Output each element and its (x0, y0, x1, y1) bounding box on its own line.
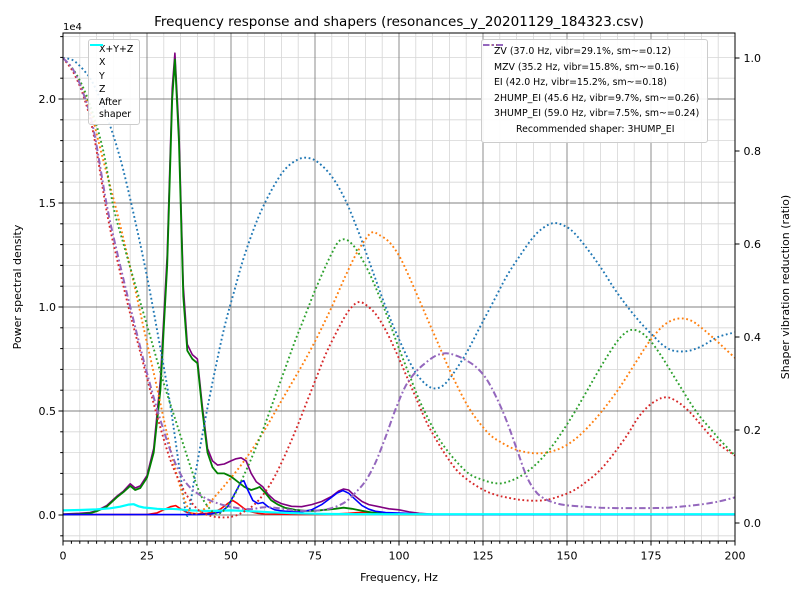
y-right-tick-label: 0.8 (744, 145, 762, 158)
legend-item-label: MZV (35.2 Hz, vibr=15.8%, sm~=0.16) (494, 61, 680, 73)
x-tick-label: 75 (308, 550, 322, 563)
legend-item-label: 2HUMP_EI (45.6 Hz, vibr=9.7%, sm~=0.26) (494, 92, 700, 104)
x-tick-label: 25 (140, 550, 154, 563)
x-tick-label: 125 (473, 550, 494, 563)
x-tick-label: 0 (60, 550, 67, 563)
legend-item-label: ZV (37.0 Hz, vibr=29.1%, sm~=0.12) (494, 45, 672, 57)
series-x+y+z (63, 52, 735, 516)
series-after-shaper (63, 503, 735, 516)
legend-item-z: Z (90, 44, 133, 98)
series-y (63, 58, 735, 516)
x-tick-label: 175 (641, 550, 662, 563)
legend-left: X+Y+Z X Y Z After shaper (88, 39, 141, 125)
chart-title: Frequency response and shapers (resonanc… (154, 14, 644, 30)
x-tick-label: 200 (725, 550, 746, 563)
series-zv (63, 57, 735, 517)
legend-item-label: After shaper (99, 97, 132, 120)
y-left-tick-label: 0.5 (39, 405, 57, 418)
y-right-tick-label: 0.2 (744, 424, 762, 437)
y-right-tick-label: 0.6 (744, 238, 762, 251)
y-left-tick-label: 2.0 (39, 93, 57, 106)
shaper-curves (63, 57, 735, 519)
y-axis-offset-label: 1e4 (63, 22, 82, 33)
legend-item-mzv: MZV (35.2 Hz, vibr=15.8%, sm~=0.16) (483, 44, 699, 76)
psd-curves (63, 52, 735, 516)
legend-item-y: Y (90, 44, 133, 84)
legend-item-label: EI (42.0 Hz, vibr=15.2%, sm~=0.18) (494, 77, 667, 89)
axis-ticks (58, 36, 740, 546)
y-left-tick-label: 0.0 (39, 509, 57, 522)
y-right-tick-label: 0.4 (744, 331, 762, 344)
legend-item-recommended-shaper: Recommended shaper: 3HUMP_EI (489, 122, 699, 138)
series-mzv (63, 57, 735, 515)
legend-item-label: X (99, 57, 106, 69)
y-right-tick-label: 1.0 (744, 52, 762, 65)
y-right-axis-label: Shaper vibration reduction (ratio) (779, 195, 792, 379)
legend-item-label: 3HUMP_EI (59.0 Hz, vibr=7.5%, sm~=0.24) (494, 108, 700, 120)
x-axis-label: Frequency, Hz (360, 571, 438, 584)
legend-item-label: Z (99, 84, 106, 96)
legend-line-sample (90, 44, 103, 46)
legend-item-label: X+Y+Z (99, 43, 134, 55)
series-3hump_ei (63, 57, 735, 512)
x-tick-label: 50 (224, 550, 238, 563)
recommended-shaper-note: Recommended shaper: 3HUMP_EI (516, 123, 675, 135)
legend-item-after-shaper: After shaper (90, 44, 133, 121)
x-tick-label: 100 (389, 550, 410, 563)
y-left-tick-label: 1.5 (39, 197, 57, 210)
y-right-tick-label: 0.0 (744, 517, 762, 530)
tick-labels: 0 25 50 75 100 125 150 175 200 0.0 0.5 1.0 1.5 2.0 0.0… (39, 52, 762, 563)
legend-item-label: Y (99, 70, 105, 82)
legend-item-ei: EI (42.0 Hz, vibr=15.2%, sm~=0.18) (483, 44, 699, 91)
legend-right: ZV (37.0 Hz, vibr=29.1%, sm~=0.12) MZV (3… (481, 39, 709, 143)
y-left-tick-label: 1.0 (39, 301, 57, 314)
legend-item-x: X (90, 44, 133, 71)
y-left-axis-label: Power spectral density (11, 224, 24, 349)
x-tick-label: 150 (557, 550, 578, 563)
legend-item-3hump_ei: 3HUMP_EI (59.0 Hz, vibr=7.5%, sm~=0.24) (483, 44, 700, 122)
series-ei (63, 57, 735, 515)
series-z (63, 479, 735, 516)
legend-item-2hump_ei: 2HUMP_EI (45.6 Hz, vibr=9.7%, sm~=0.26) (483, 44, 700, 107)
legend-item-zv: ZV (37.0 Hz, vibr=29.1%, sm~=0.12) (483, 44, 699, 60)
legend-line-sample (483, 44, 503, 46)
